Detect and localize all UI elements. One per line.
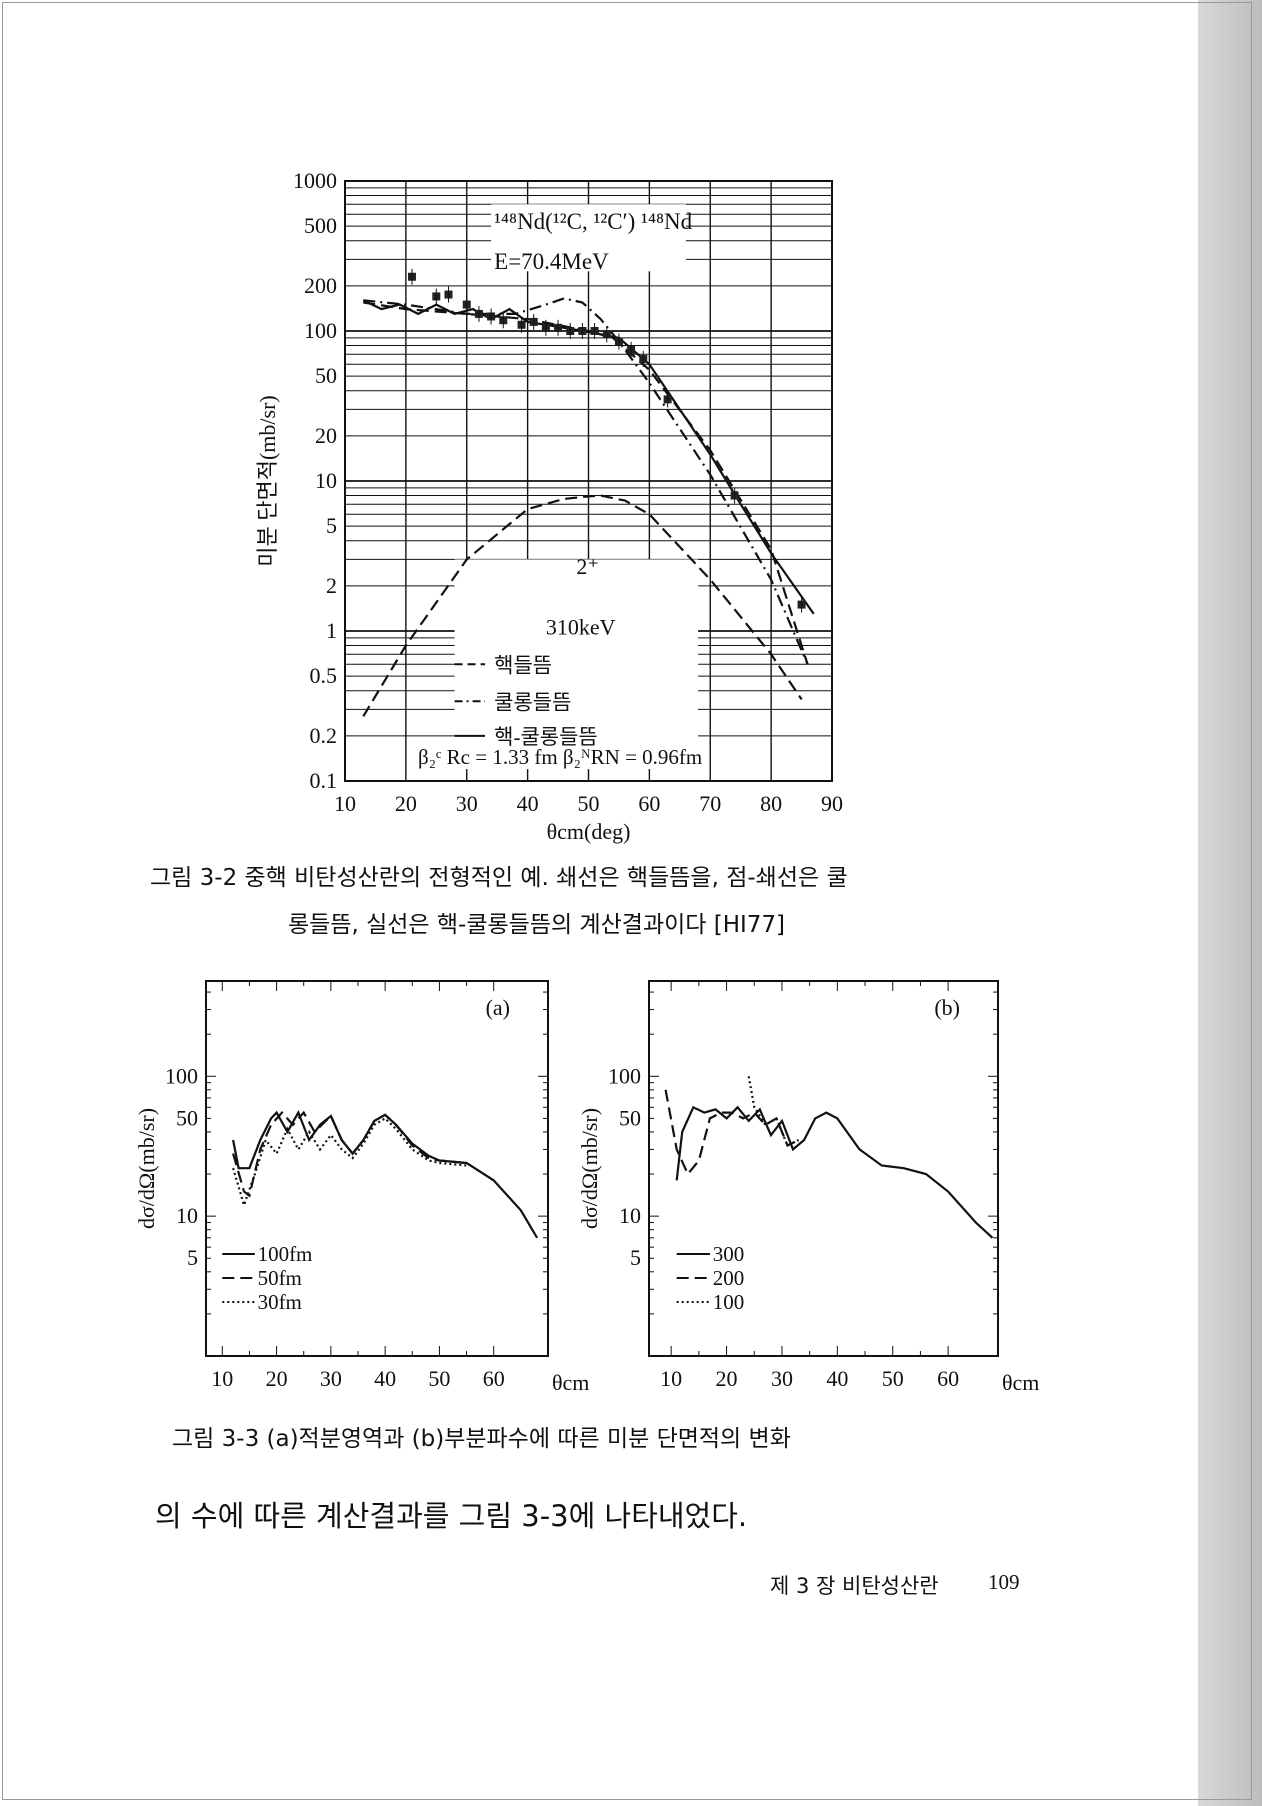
y-tick-label: 5 <box>326 513 337 538</box>
legend-box <box>454 559 699 770</box>
x-tick-label: 10 <box>334 791 356 816</box>
figure-3-3-caption: 그림 3-3 (a)적분영역과 (b)부분파수에 따른 미분 단면적의 변화 <box>172 1426 791 1452</box>
legend-label: 200 <box>713 1266 745 1290</box>
series-300 <box>675 1105 994 1239</box>
y-tick-label: 100 <box>608 1063 641 1088</box>
plot-frame <box>648 980 999 1357</box>
chart-subtitle: E=70.4MeV <box>494 249 609 274</box>
x-tick-label: 80 <box>760 791 782 816</box>
y-tick-label: 10 <box>176 1203 198 1228</box>
x-tick-label: 20 <box>716 1366 738 1391</box>
y-tick-label: 0.2 <box>310 723 338 748</box>
x-tick-label: 50 <box>882 1366 904 1391</box>
parameters: β₂ᶜ Rc = 1.33 fm β₂ᴺRN = 0.96fm <box>418 745 702 769</box>
x-tick-label: 40 <box>826 1366 848 1391</box>
x-tick-label: 60 <box>483 1366 505 1391</box>
y-tick-label: 200 <box>304 273 337 298</box>
y-tick-label: 100 <box>165 1063 198 1088</box>
x-tick-label: 60 <box>638 791 660 816</box>
series-100 <box>747 1076 800 1148</box>
y-tick-label: 50 <box>619 1105 641 1130</box>
x-tick-label: 90 <box>821 791 843 816</box>
x-tick-label: 10 <box>211 1366 233 1391</box>
x-tick-label: 70 <box>699 791 721 816</box>
x-tick-label: 20 <box>266 1366 288 1391</box>
state-label: 2⁺ <box>576 554 599 579</box>
y-tick-label: 0.1 <box>310 768 338 793</box>
legend-label: 50fm <box>258 1266 302 1290</box>
legend-label: 300 <box>713 1242 745 1266</box>
plot-frame <box>205 980 549 1357</box>
legend-label: 100fm <box>258 1242 313 1266</box>
y-tick-label: 2 <box>326 573 337 598</box>
y-tick-label: 0.5 <box>310 663 338 688</box>
y-tick-label: 50 <box>176 1105 198 1130</box>
x-tick-label: 30 <box>320 1366 342 1391</box>
figure-3-2-caption-line2: 롱들뜸, 실선은 핵-쿨롱들뜸의 계산결과이다 [HI77] <box>288 912 786 938</box>
x-tick-label: 60 <box>937 1366 959 1391</box>
figure-3-2-caption-line1: 그림 3-2 중핵 비탄성산란의 전형적인 예. 쇄선은 핵들뜸을, 점-쇄선은… <box>150 865 848 891</box>
x-tick-label: 10 <box>660 1366 682 1391</box>
y-axis-label: dσ/dΩ(mb/sr) <box>134 1108 159 1229</box>
x-tick-label: 50 <box>428 1366 450 1391</box>
x-tick-label: 20 <box>395 791 417 816</box>
series-핵들뜸 <box>362 494 803 717</box>
title-box <box>491 204 686 272</box>
series-100fm <box>232 1110 539 1239</box>
fig33a-chart: 10 20 30 40 50 60 100 50 10 5 θcm dσ/dΩ(mb/sr) (a) 10… <box>134 980 589 1395</box>
x-tick-label: 40 <box>517 791 539 816</box>
x-tick-label: 50 <box>578 791 600 816</box>
series-30fm <box>232 1117 467 1209</box>
y-tick-label: 500 <box>304 213 337 238</box>
y-axis-label: dσ/dΩ(mb/sr) <box>577 1108 602 1229</box>
legend-label: 100 <box>713 1290 745 1314</box>
legend-label: 30fm <box>258 1290 302 1314</box>
y-tick-label: 100 <box>304 318 337 343</box>
x-axis-label: θcm(deg) <box>547 819 631 844</box>
series-쿨롱들뜸 <box>363 297 809 665</box>
panel-label: (b) <box>934 995 960 1020</box>
x-axis-label: θcm <box>552 1370 589 1395</box>
y-tick-label: 1000 <box>293 168 337 193</box>
y-tick-label: 5 <box>187 1245 198 1270</box>
legend-label: 쿨롱들뜸 <box>494 690 571 714</box>
fig32-chart: 10 20 30 40 50 60 70 80 90 1000 500 200 100 50 20 10 5 2 1… <box>255 168 843 844</box>
y-tick-label: 10 <box>315 468 337 493</box>
y-tick-label: 50 <box>315 363 337 388</box>
y-tick-label: 1 <box>326 618 337 643</box>
x-tick-label: 30 <box>456 791 478 816</box>
legend-label: 핵들뜸 <box>494 653 552 677</box>
footer-page-number: 109 <box>988 1570 1020 1594</box>
x-axis-label: θcm <box>1002 1370 1039 1395</box>
panel-label: (a) <box>486 995 510 1020</box>
series-200 <box>664 1089 800 1177</box>
body-text: 의 수에 따른 계산결과를 그림 3-3에 나타내었다. <box>155 1499 748 1533</box>
series-elastic-dashed <box>363 301 809 665</box>
footer-chapter: 제 3 장 비탄성산란 <box>770 1574 939 1598</box>
y-tick-label: 20 <box>315 423 337 448</box>
fig33b-chart: 10 20 30 40 50 60 100 50 10 5 θcm dσ/dΩ(mb/sr) (b) 30… <box>577 980 1039 1395</box>
state-energy: 310keV <box>546 614 616 639</box>
x-tick-label: 40 <box>374 1366 396 1391</box>
chart-title: ¹⁴⁸Nd(¹²C, ¹²C′) ¹⁴⁸Nd <box>494 209 692 234</box>
y-tick-label: 10 <box>619 1203 641 1228</box>
y-axis-label: 미분 단면적(mb/sr) <box>255 395 280 566</box>
x-tick-label: 30 <box>771 1366 793 1391</box>
y-tick-label: 5 <box>630 1245 641 1270</box>
series-50fm <box>232 1110 467 1198</box>
legend-label: 핵-쿨롱들뜸 <box>494 725 598 749</box>
